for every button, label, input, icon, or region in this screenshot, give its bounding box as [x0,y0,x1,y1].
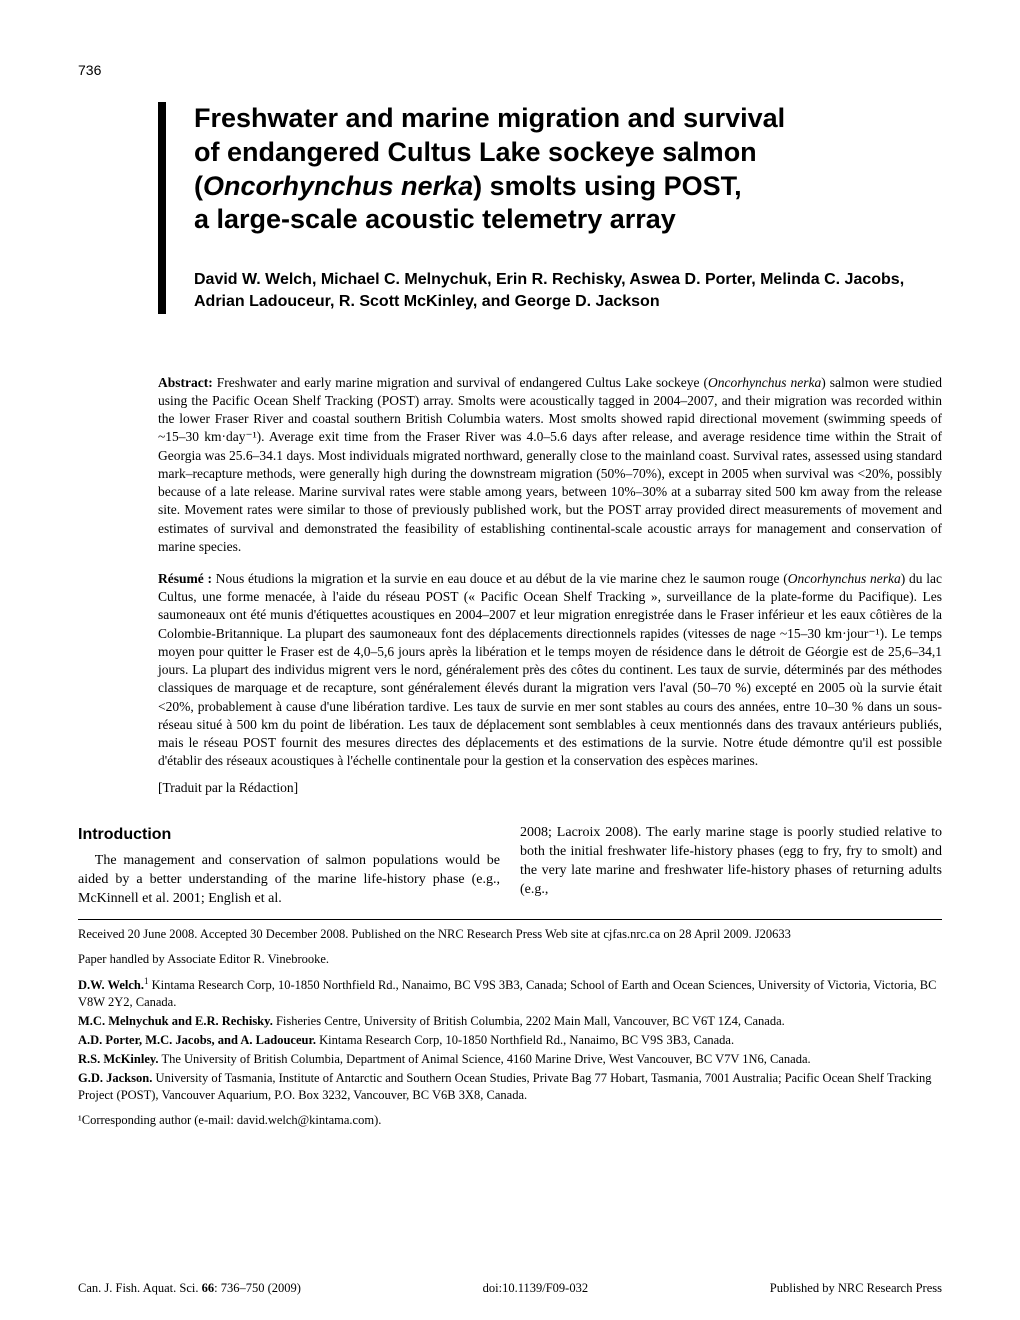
title-species: Oncorhynchus nerka [203,171,473,201]
affil-name-4: G.D. Jackson. [78,1071,152,1085]
affiliation-row: R.S. McKinley. The University of British… [78,1051,942,1068]
affil-text-2: Kintama Research Corp, 10-1850 Northfiel… [316,1033,734,1047]
page-number: 736 [78,62,101,78]
corresponding-author: ¹Corresponding author (e-mail: david.wel… [78,1112,942,1129]
affiliation-row: A.D. Porter, M.C. Jacobs, and A. Ladouce… [78,1032,942,1049]
affil-text-4: University of Tasmania, Institute of Ant… [78,1071,932,1102]
title-line-1: Freshwater and marine migration and surv… [194,103,785,133]
resume-block: Résumé : Nous étudions la migration et l… [158,570,942,770]
title-line-3-open: ( [194,171,203,201]
introduction-section: Introduction The management and conserva… [78,824,942,908]
affil-name-1: M.C. Melnychuk and E.R. Rechisky. [78,1014,273,1028]
affiliation-row: M.C. Melnychuk and E.R. Rechisky. Fisher… [78,1013,942,1030]
abstract-block: Abstract: Freshwater and early marine mi… [158,374,942,556]
affiliation-row: D.W. Welch.1 Kintama Research Corp, 10-1… [78,975,942,1011]
intro-text-left: The management and conservation of salmo… [78,852,500,909]
abstract-text-post: ) salmon were studied using the Pacific … [158,375,942,554]
footer-doi: doi:10.1139/F09-032 [483,1281,588,1296]
affil-text-3: The University of British Columbia, Depa… [159,1052,811,1066]
received-line: Received 20 June 2008. Accepted 30 Decem… [78,926,942,943]
intro-text-right: 2008; Lacroix 2008). The early marine st… [520,824,942,900]
resume-text-post: ) du lac Cultus, une forme menacée, à l'… [158,571,942,768]
affil-name-0: D.W. Welch. [78,979,144,993]
translated-note: [Traduit par la Rédaction] [158,780,942,796]
affil-name-2: A.D. Porter, M.C. Jacobs, and A. Ladouce… [78,1033,316,1047]
title-line-4: a large-scale acoustic telemetry array [194,204,676,234]
footer-publisher: Published by NRC Research Press [770,1281,942,1296]
footer-pages: : 736–750 (2009) [214,1281,301,1295]
title-line-3-close: ) smolts using POST, [473,171,742,201]
affil-name-3: R.S. McKinley. [78,1052,159,1066]
resume-label: Résumé : [158,571,212,586]
affil-text-1: Fisheries Centre, University of British … [273,1014,785,1028]
introduction-heading: Introduction [78,824,500,846]
page-footer: Can. J. Fish. Aquat. Sci. 66: 736–750 (2… [78,1281,942,1296]
resume-text-pre: Nous étudions la migration et la survie … [212,571,788,586]
title-line-2: of endangered Cultus Lake sockeye salmon [194,137,757,167]
affil-text-0: Kintama Research Corp, 10-1850 Northfiel… [78,979,936,1010]
affiliation-row: G.D. Jackson. University of Tasmania, In… [78,1070,942,1104]
article-title: Freshwater and marine migration and surv… [194,102,942,237]
abstract-text-pre: Freshwater and early marine migration an… [213,375,708,390]
title-block: Freshwater and marine migration and surv… [158,102,942,314]
handled-line: Paper handled by Associate Editor R. Vin… [78,951,942,968]
footer-volume: 66 [202,1281,215,1295]
resume-species: Oncorhynchus nerka [788,571,901,586]
authors: David W. Welch, Michael C. Melnychuk, Er… [194,269,942,314]
abstract-label: Abstract: [158,375,213,390]
footer-left: Can. J. Fish. Aquat. Sci. 66: 736–750 (2… [78,1281,301,1296]
intro-column-right: 2008; Lacroix 2008). The early marine st… [520,824,942,908]
footer-journal: Can. J. Fish. Aquat. Sci. [78,1281,202,1295]
intro-column-left: Introduction The management and conserva… [78,824,500,908]
affiliation-box: Received 20 June 2008. Accepted 30 Decem… [78,919,942,1129]
abstract-species: Oncorhynchus nerka [708,375,821,390]
